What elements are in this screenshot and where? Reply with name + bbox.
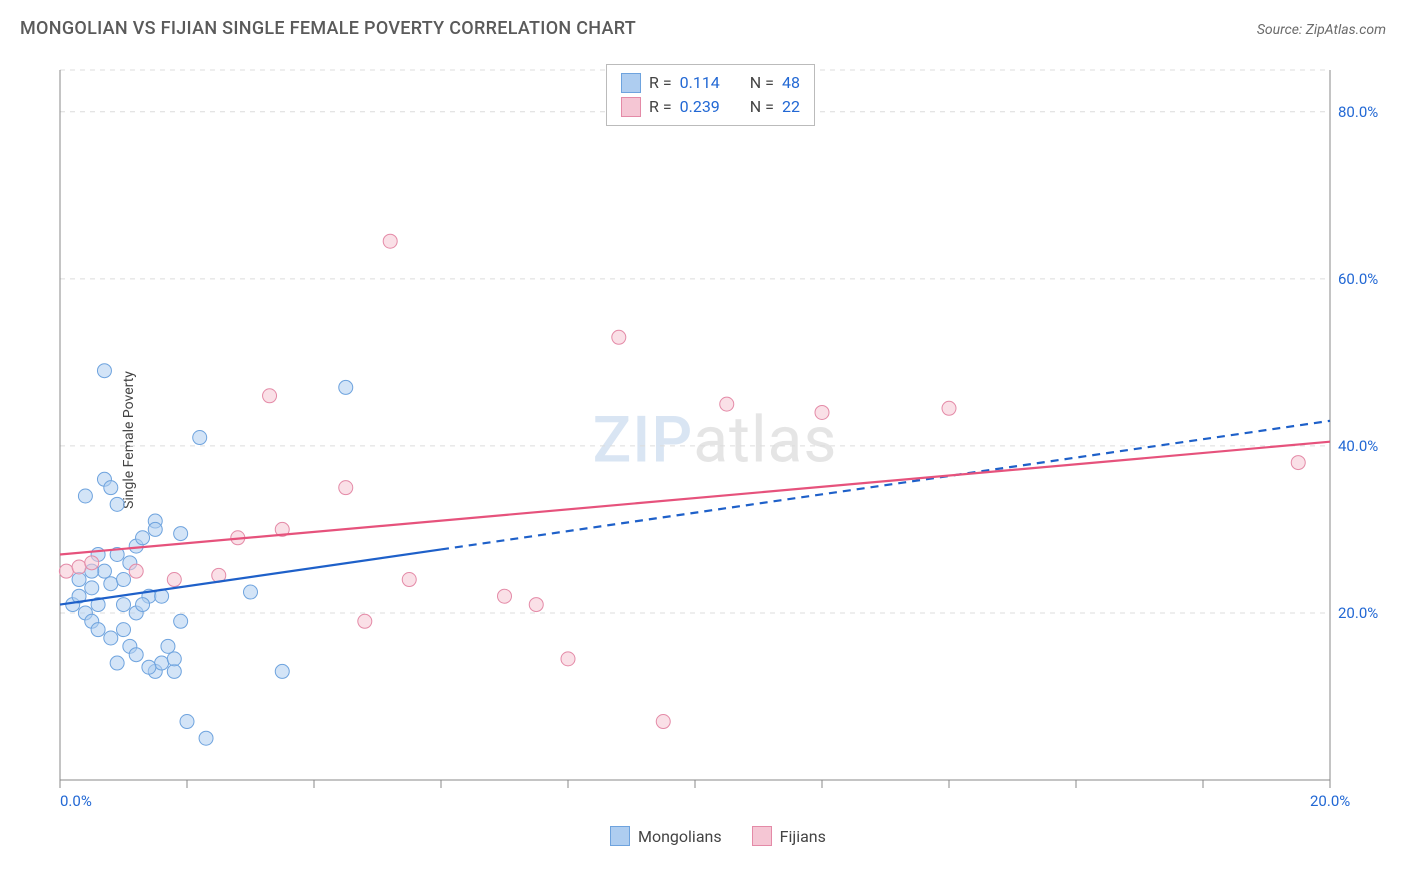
scatter-point — [815, 405, 829, 419]
legend-swatch — [752, 826, 772, 846]
n-value: 48 — [782, 71, 800, 95]
source-value: ZipAtlas.com — [1306, 22, 1386, 38]
scatter-point — [612, 330, 626, 344]
scatter-point — [110, 656, 124, 670]
scatter-point — [104, 481, 118, 495]
scatter-point — [167, 652, 181, 666]
scatter-point — [561, 652, 575, 666]
scatter-point — [358, 614, 372, 628]
n-label: N = — [750, 71, 774, 95]
scatter-point — [942, 401, 956, 415]
series-legend-item: Mongolians — [610, 826, 722, 846]
scatter-point — [129, 648, 143, 662]
scatter-point — [339, 380, 353, 394]
y-tick-label: 20.0% — [1338, 604, 1378, 622]
scatter-point — [72, 573, 86, 587]
scatter-point — [85, 556, 99, 570]
scatter-point — [117, 623, 131, 637]
series-name: Mongolians — [638, 827, 722, 846]
legend-swatch — [610, 826, 630, 846]
r-label: R = — [649, 71, 672, 95]
scatter-point — [199, 731, 213, 745]
scatter-point — [78, 489, 92, 503]
scatter-point — [72, 560, 86, 574]
scatter-point — [174, 614, 188, 628]
scatter-point — [167, 573, 181, 587]
legend-swatch — [621, 97, 641, 117]
scatter-point — [263, 389, 277, 403]
scatter-point — [155, 656, 169, 670]
chart-area: Single Female Poverty ZIPatlas 20.0%40.0… — [50, 60, 1380, 820]
scatter-point — [129, 564, 143, 578]
stats-legend-row: R = 0.239 N = 22 — [621, 95, 800, 119]
scatter-point — [97, 364, 111, 378]
scatter-chart: 20.0% 40.0% 60.0% 80.0% 0.0% 20.0% — [50, 60, 1380, 820]
scatter-point — [110, 497, 124, 511]
scatter-point — [193, 431, 207, 445]
y-tick-label: 60.0% — [1338, 270, 1378, 288]
scatter-point — [383, 234, 397, 248]
stats-legend-row: R = 0.114 N = 48 — [621, 71, 800, 95]
r-value: 0.239 — [680, 95, 720, 119]
scatter-point — [244, 585, 258, 599]
n-label: N = — [750, 95, 774, 119]
scatter-point — [656, 715, 670, 729]
source-label: Source: — [1257, 22, 1306, 38]
n-value: 22 — [782, 95, 800, 119]
scatter-point — [136, 598, 150, 612]
series-legend: Mongolians Fijians — [610, 826, 826, 846]
scatter-point — [498, 589, 512, 603]
scatter-point — [275, 664, 289, 678]
x-tick-label: 20.0% — [1310, 792, 1350, 810]
scatter-point — [136, 531, 150, 545]
scatter-point — [142, 660, 156, 674]
scatter-point — [339, 481, 353, 495]
scatter-point — [85, 581, 99, 595]
scatter-point — [104, 577, 118, 591]
source-attribution: Source: ZipAtlas.com — [1257, 19, 1386, 38]
scatter-point — [148, 522, 162, 536]
x-tick-label: 0.0% — [60, 792, 92, 810]
trend-line — [60, 442, 1330, 555]
y-tick-label: 40.0% — [1338, 437, 1378, 455]
scatter-point — [91, 623, 105, 637]
r-value: 0.114 — [680, 71, 720, 95]
scatter-point — [104, 631, 118, 645]
legend-swatch — [621, 73, 641, 93]
scatter-point — [117, 598, 131, 612]
scatter-point — [59, 564, 73, 578]
stats-legend: R = 0.114 N = 48 R = 0.239 N = 22 — [606, 64, 815, 126]
series-name: Fijians — [780, 827, 826, 846]
scatter-point — [180, 715, 194, 729]
trend-line-dashed — [441, 421, 1330, 550]
scatter-point — [1291, 456, 1305, 470]
scatter-point — [97, 564, 111, 578]
scatter-point — [161, 639, 175, 653]
scatter-point — [174, 527, 188, 541]
y-tick-label: 80.0% — [1338, 103, 1378, 121]
chart-title: MONGOLIAN VS FIJIAN SINGLE FEMALE POVERT… — [20, 18, 636, 39]
scatter-point — [529, 598, 543, 612]
scatter-point — [117, 573, 131, 587]
scatter-point — [402, 573, 416, 587]
scatter-point — [167, 664, 181, 678]
scatter-point — [720, 397, 734, 411]
r-label: R = — [649, 95, 672, 119]
series-legend-item: Fijians — [752, 826, 826, 846]
